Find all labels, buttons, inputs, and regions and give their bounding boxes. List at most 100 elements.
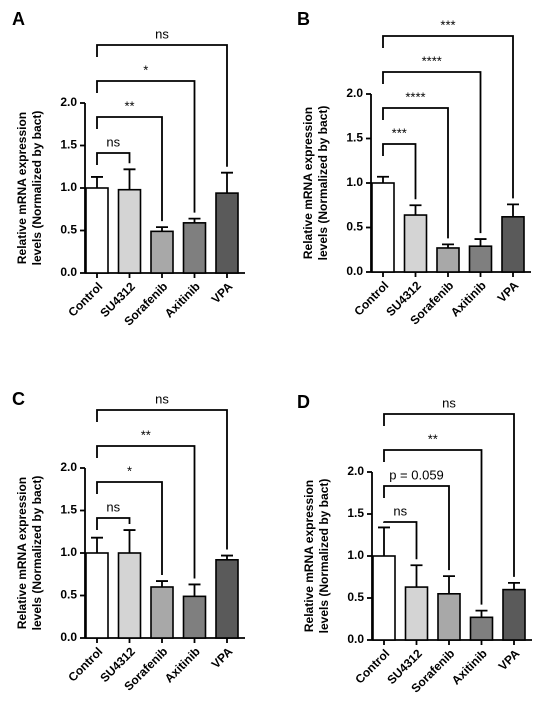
y-tick-label: 0.5 [346,220,363,234]
bar [85,187,109,274]
significance-bracket [383,449,483,605]
error-bar [156,580,168,587]
significance-bracket [96,44,228,167]
bar [372,555,396,641]
bar [117,552,142,639]
y-tick-label: 1.5 [346,131,363,145]
significance-label: ** [428,431,438,446]
y-axis-label: levels (Normalized by bact) [30,476,44,631]
significance-bracket [96,152,131,165]
y-tick-label: 2.0 [60,95,77,109]
bar [117,188,142,274]
y-tick-label: 0.0 [347,632,364,646]
significance-bracket [383,413,515,577]
y-tick-label: 0.0 [60,265,77,279]
y-tick-label: 1.0 [60,545,77,559]
y-tick-label: 0.0 [346,264,363,278]
x-tick-label: VPA [496,646,523,673]
panel-label: B [297,9,310,29]
bar [182,222,207,274]
significance-bracket [382,35,514,199]
y-tick-label: 0.5 [60,588,77,602]
error-bar [378,526,390,556]
significance-label: *** [440,17,455,32]
significance-label: **** [422,53,442,68]
error-bar [221,554,233,560]
significance-label: ns [155,391,169,406]
y-axis-label: Relative mRNA expression [15,112,29,264]
error-bar [475,609,488,618]
panel: C Relative mRNA expression levels (Normali… [12,389,245,693]
error-bar [474,238,487,247]
panel: D Relative mRNA expression levels (Normali… [297,392,532,695]
significance-label: * [127,463,132,478]
x-tick-label: Axitinib [162,279,203,320]
error-bar [442,243,454,248]
y-axis-label: Relative mRNA expression [301,107,315,259]
bar [501,216,525,273]
significance-label: ns [393,503,407,518]
bar [215,192,239,274]
significance-bracket [382,71,482,234]
significance-bracket [96,445,196,579]
significance-label: p = 0.059 [389,467,444,482]
panel-label: A [12,9,25,29]
significance-bracket [96,517,131,530]
error-bar [123,529,136,553]
error-bar [91,536,103,553]
significance-bracket [96,481,163,576]
x-tick-label: Axitinib [448,278,489,319]
error-bar [156,226,168,232]
y-tick-label: 1.5 [60,503,77,517]
error-bar [507,203,519,217]
y-axis-label: Relative mRNA expression [15,477,29,629]
bar [403,214,428,273]
error-bar [188,583,201,597]
x-tick-label: VPA [209,644,236,671]
bar [150,230,174,274]
bar [469,616,494,641]
error-bar [443,575,455,594]
y-tick-label: 1.0 [346,175,363,189]
bar [371,182,395,273]
y-axis-label: Relative mRNA expression [302,480,316,632]
panel-label: C [12,389,25,409]
significance-bracket [96,80,196,213]
error-bar [221,171,233,194]
y-tick-label: 0.5 [347,590,364,604]
y-axis-label: levels (Normalized by bact) [316,106,330,261]
bar [182,595,207,639]
bar [215,558,239,639]
error-bar [377,175,389,183]
bar [436,247,460,273]
y-axis-label: levels (Normalized by bact) [317,479,331,634]
panel-label: D [297,392,310,412]
significance-label: ns [442,395,456,410]
panel: A Relative mRNA expression levels (Normali… [12,9,245,328]
bar [437,592,461,641]
bar [502,588,526,641]
y-tick-label: 1.0 [60,180,77,194]
y-tick-label: 1.5 [60,138,77,152]
error-bar [123,168,136,190]
y-tick-label: 0.0 [60,630,77,644]
panel: B Relative mRNA expression levels (Normali… [297,9,531,327]
significance-label: ns [106,134,120,149]
bar [404,586,429,641]
error-bar [508,581,520,590]
y-tick-label: 1.5 [347,506,364,520]
significance-label: **** [405,89,425,104]
y-tick-label: 2.0 [347,464,364,478]
y-axis-label: levels (Normalized by bact) [30,111,44,266]
significance-label: ** [124,98,134,113]
x-tick-label: VPA [495,278,522,305]
bar [150,586,174,639]
x-tick-label: VPA [209,279,236,306]
significance-bracket [96,409,228,550]
significance-bracket [96,116,163,222]
x-tick-label: Axitinib [449,646,490,687]
y-tick-label: 2.0 [346,86,363,100]
x-tick-label: Axitinib [162,644,203,685]
significance-label: *** [392,125,407,140]
